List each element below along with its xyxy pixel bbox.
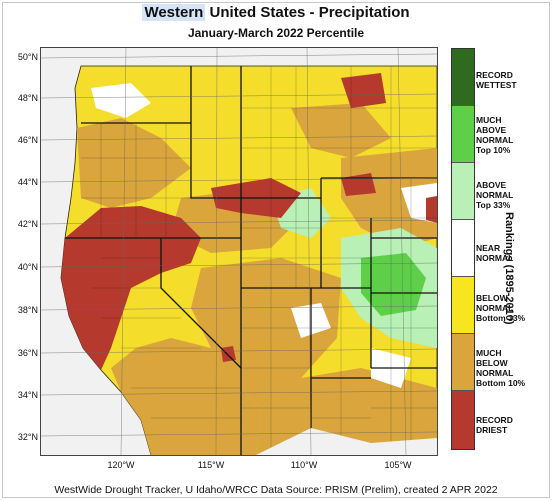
lon-label-120: 120°W (107, 460, 135, 470)
legend-text-line: BELOW (476, 358, 508, 368)
legend-swatch-much-below-normal (452, 334, 474, 391)
lat-label-42: 42°N (17, 219, 38, 229)
legend-text-line: Bottom 33% (476, 313, 526, 323)
lat-label-36: 36°N (17, 348, 38, 358)
title-highlight: Western (142, 4, 206, 21)
legend-label-near-normal: NEAR NORMAL (476, 243, 526, 263)
lon-label-110: 110°W (290, 460, 318, 470)
legend-text-line: MUCH (476, 115, 502, 125)
legend-text-line: NORMAL (476, 190, 514, 200)
map-title: Western United States - Precipitation (0, 4, 552, 21)
lon-label-105: 105°W (384, 460, 412, 470)
legend-swatch-above-normal (452, 163, 474, 220)
legend-swatch-record-wettest (452, 49, 474, 106)
legend-text-line: ABOVE (476, 125, 507, 135)
lat-label-32: 32°N (17, 432, 38, 442)
legend-text-line: NEAR (476, 243, 501, 253)
legend-swatch-much-above-normal (452, 106, 474, 163)
legend-swatch-below-normal (452, 277, 474, 334)
legend-swatch-near-normal (452, 220, 474, 277)
footer-credit: WestWide Drought Tracker, U Idaho/WRCC D… (54, 484, 498, 496)
legend-text-line: RECORD (476, 70, 513, 80)
lon-label-115: 115°W (197, 460, 225, 470)
lat-label-34: 34°N (17, 390, 38, 400)
legend-swatch-record-driest (452, 391, 474, 449)
legend-label-record-wettest: RECORD WETTEST (476, 70, 526, 90)
legend-text-line: Top 10% (476, 145, 511, 155)
map-subtitle: January-March 2022 Percentile (187, 26, 365, 40)
legend-label-much-below-normal: MUCH BELOW NORMAL Bottom 10% (476, 348, 526, 388)
legend-text-line: Bottom 10% (476, 378, 526, 388)
graticule (41, 48, 437, 455)
legend-text-line: MUCH (476, 348, 502, 358)
legend-text-line: DRIEST (476, 425, 508, 435)
lat-label-48: 48°N (17, 93, 38, 103)
legend-label-much-above-normal: MUCH ABOVE NORMAL Top 10% (476, 115, 526, 155)
lat-label-50: 50°N (17, 52, 38, 62)
much-above-normal-areas (361, 253, 426, 316)
precipitation-map (40, 47, 438, 456)
legend-label-above-normal: ABOVE NORMAL Top 33% (476, 180, 526, 210)
county-lines (81, 66, 437, 455)
mexico-area (256, 428, 437, 455)
legend-text-line: NORMAL (476, 253, 514, 263)
lat-label-40: 40°N (17, 262, 38, 272)
lat-label-44: 44°N (17, 177, 38, 187)
legend-text-line: NORMAL (476, 135, 514, 145)
legend-text-line: Top 33% (476, 200, 511, 210)
legend-title: Rankings (1895-2010) (503, 212, 515, 325)
legend-label-below-normal: BELOW NORMAL Bottom 33% (476, 293, 526, 323)
legend-text-line: RECORD (476, 415, 513, 425)
legend-text-line: WETTEST (476, 80, 517, 90)
lat-label-46: 46°N (17, 135, 38, 145)
map-canvas (41, 48, 437, 455)
legend-text-line: NORMAL (476, 303, 514, 313)
legend-label-record-driest: RECORD DRIEST (476, 415, 526, 435)
legend-text-line: NORMAL (476, 368, 514, 378)
legend-text-line: BELOW (476, 293, 508, 303)
legend-text-line: ABOVE (476, 180, 507, 190)
title-rest: United States - Precipitation (205, 4, 410, 21)
legend-colorbar (451, 48, 475, 450)
lat-label-38: 38°N (17, 305, 38, 315)
